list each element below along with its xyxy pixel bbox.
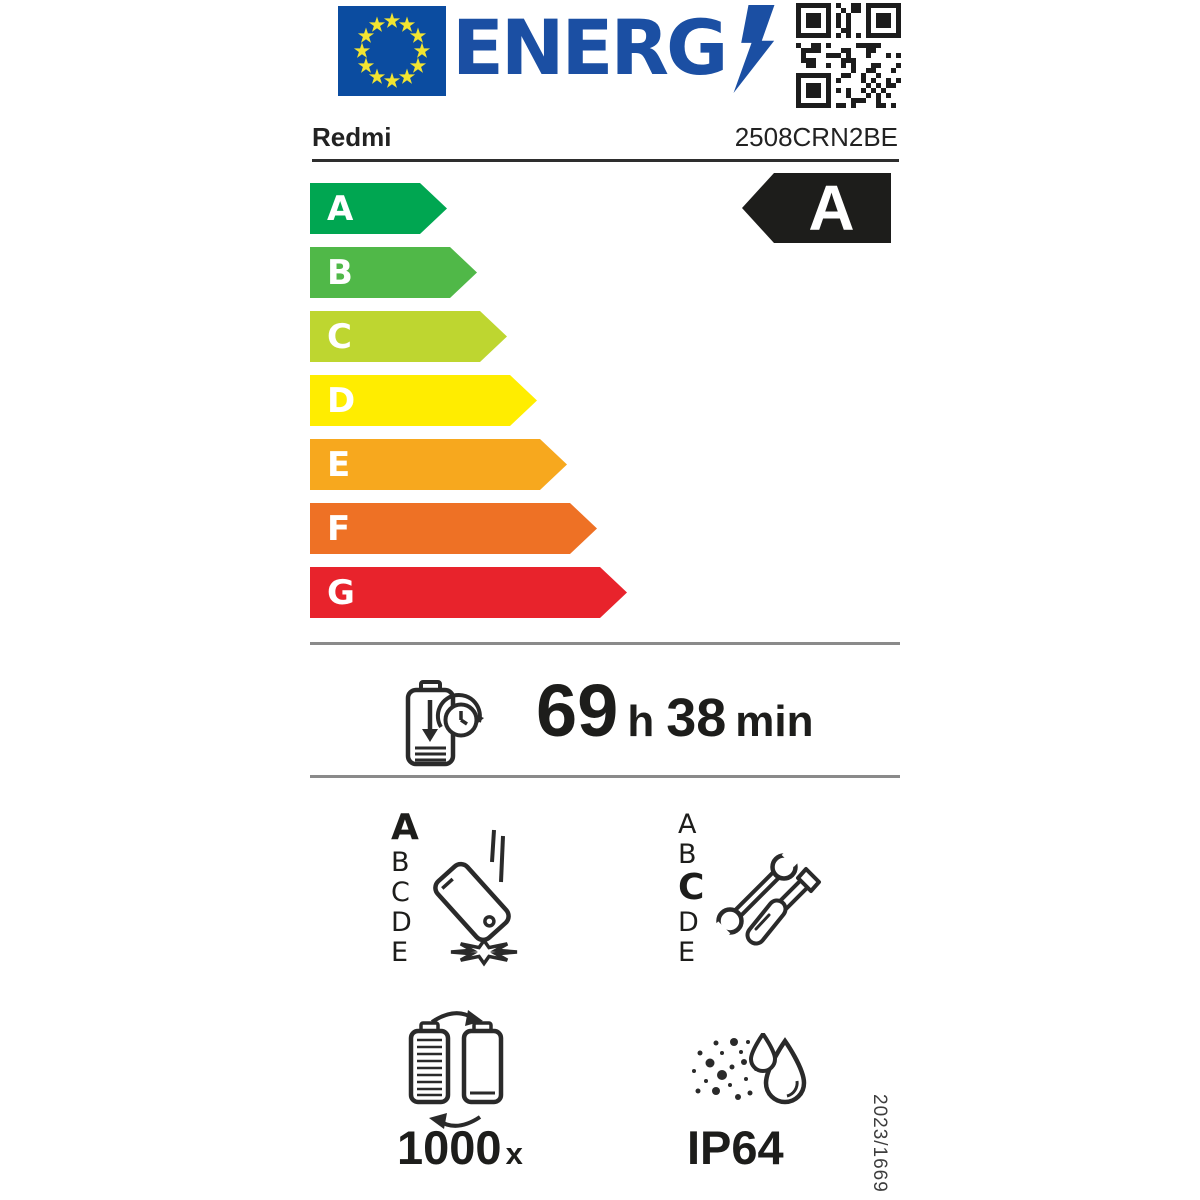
battery-endurance-value: 69 h 38 min: [536, 668, 814, 753]
energy-class-arrow-a: A: [310, 183, 447, 234]
energy-class-letter: E: [327, 444, 351, 485]
energy-class-letter: F: [327, 508, 351, 549]
drop-reliability-class-d: D: [391, 907, 412, 938]
repairability-class-c-selected: C: [678, 867, 705, 908]
drop-reliability-class-a-selected: A: [391, 807, 419, 848]
energy-class-arrow-b: B: [310, 247, 477, 298]
energy-class-arrow-c: C: [310, 311, 507, 362]
energ-wordmark: ENERG: [452, 3, 728, 92]
repairability-class-e: E: [678, 937, 696, 968]
endurance-minutes-unit: min: [735, 697, 814, 746]
drop-reliability-class-b: B: [391, 847, 410, 878]
section-divider-top: [310, 642, 900, 645]
repairability-class-b: B: [678, 839, 697, 870]
eu-flag-icon: [338, 6, 446, 96]
battery-cycles-unit: x: [505, 1136, 523, 1171]
energy-class-arrow-f: F: [310, 503, 597, 554]
brand-divider: [312, 159, 899, 162]
battery-cycles-value: 1000: [397, 1121, 502, 1174]
repairability-class-a: A: [678, 809, 697, 840]
repairability-class-d: D: [678, 907, 699, 938]
rated-class-arrow: A: [742, 173, 891, 243]
battery-clock-icon: [405, 680, 484, 767]
energy-class-letter: D: [327, 380, 356, 421]
drop-reliability-class-e: E: [391, 937, 409, 968]
wrench-screwdriver-icon: [707, 845, 821, 946]
lightning-bolt-icon: [733, 5, 775, 93]
regulation-number: 2023/1669: [869, 1094, 890, 1193]
endurance-hours: 69: [536, 669, 619, 752]
dust-water-icon: [692, 1033, 807, 1105]
endurance-hours-unit: h: [627, 697, 655, 746]
section-divider-middle: [310, 775, 900, 778]
rated-class-letter: A: [808, 172, 855, 244]
phone-drop-icon: [433, 829, 518, 967]
energy-class-arrow-d: D: [310, 375, 537, 426]
energy-class-arrow-e: E: [310, 439, 567, 490]
endurance-minutes: 38: [666, 688, 727, 748]
model-number: 2508CRN2BE: [734, 122, 898, 152]
ip-rating: IP64: [687, 1121, 784, 1174]
battery-cycles-value-row: 1000 x: [397, 1120, 523, 1175]
brand-name: Redmi: [312, 122, 392, 152]
energy-class-letter: G: [327, 572, 355, 613]
energy-class-arrow-g: G: [310, 567, 627, 618]
drop-reliability-class-c: C: [391, 877, 410, 908]
battery-cycles-icon: [408, 1010, 504, 1129]
energy-class-letter: C: [327, 316, 352, 357]
qr-code: [796, 3, 901, 108]
energy-class-letter: B: [327, 252, 353, 293]
energy-class-letter: A: [327, 188, 354, 229]
